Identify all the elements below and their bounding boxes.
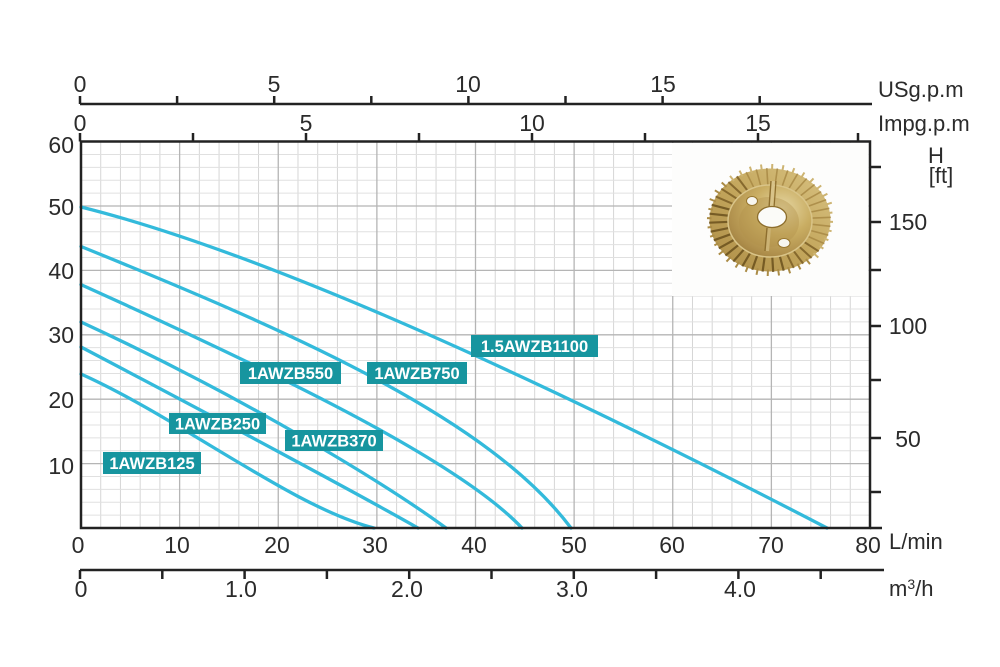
svg-text:1AWZB125: 1AWZB125 bbox=[109, 455, 194, 473]
svg-text:L/min: L/min bbox=[889, 529, 943, 554]
svg-text:50: 50 bbox=[561, 532, 587, 558]
svg-text:10: 10 bbox=[164, 532, 190, 558]
svg-text:15: 15 bbox=[650, 71, 676, 97]
svg-text:100: 100 bbox=[889, 313, 927, 339]
svg-text:40: 40 bbox=[48, 258, 74, 284]
svg-text:20: 20 bbox=[264, 532, 290, 558]
svg-text:40: 40 bbox=[461, 532, 487, 558]
svg-text:10: 10 bbox=[455, 71, 481, 97]
svg-text:5: 5 bbox=[268, 71, 281, 97]
svg-text:1.0: 1.0 bbox=[225, 576, 257, 602]
svg-text:5: 5 bbox=[300, 110, 313, 136]
svg-text:80: 80 bbox=[855, 532, 881, 558]
svg-text:USg.p.m: USg.p.m bbox=[878, 77, 964, 102]
svg-text:[ft]: [ft] bbox=[929, 163, 953, 188]
svg-text:20: 20 bbox=[48, 387, 74, 413]
svg-text:4.0: 4.0 bbox=[724, 576, 756, 602]
svg-text:70: 70 bbox=[758, 532, 784, 558]
svg-text:1AWZB750: 1AWZB750 bbox=[374, 365, 459, 383]
svg-text:10: 10 bbox=[519, 110, 545, 136]
svg-text:30: 30 bbox=[48, 322, 74, 348]
svg-text:1AWZB550: 1AWZB550 bbox=[248, 365, 333, 383]
svg-text:50: 50 bbox=[895, 426, 921, 452]
svg-text:50: 50 bbox=[48, 194, 74, 220]
svg-text:0: 0 bbox=[74, 110, 87, 136]
svg-text:15: 15 bbox=[745, 110, 771, 136]
svg-text:H: H bbox=[928, 143, 944, 168]
svg-text:60: 60 bbox=[48, 132, 74, 158]
svg-text:0: 0 bbox=[75, 576, 88, 602]
svg-text:1AWZB250: 1AWZB250 bbox=[175, 416, 260, 434]
svg-text:150: 150 bbox=[889, 209, 927, 235]
svg-text:Impg.p.m: Impg.p.m bbox=[878, 111, 970, 136]
svg-text:1AWZB370: 1AWZB370 bbox=[291, 433, 376, 451]
svg-text:3.0: 3.0 bbox=[556, 576, 588, 602]
svg-text:10: 10 bbox=[48, 453, 74, 479]
svg-text:30: 30 bbox=[362, 532, 388, 558]
svg-text:60: 60 bbox=[659, 532, 685, 558]
svg-text:0: 0 bbox=[72, 532, 85, 558]
svg-text:1.5AWZB1100: 1.5AWZB1100 bbox=[481, 338, 588, 356]
svg-text:2.0: 2.0 bbox=[391, 576, 423, 602]
svg-text:0: 0 bbox=[74, 71, 87, 97]
